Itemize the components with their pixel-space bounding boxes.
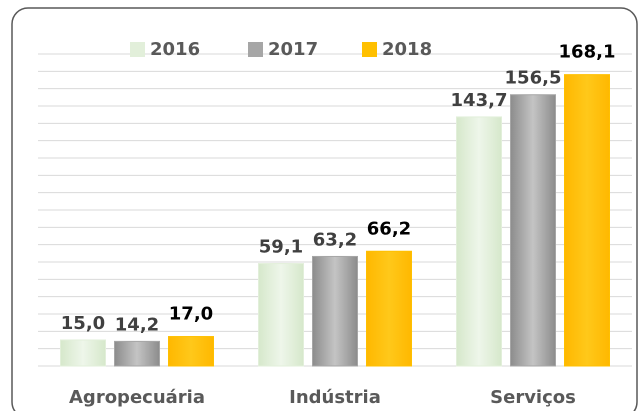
legend-swatch xyxy=(362,42,377,57)
legend-label: 2016 xyxy=(150,39,200,60)
bar xyxy=(366,250,412,367)
value-label: 63,2 xyxy=(313,229,357,250)
value-label: 168,1 xyxy=(559,42,616,63)
value-label: 14,2 xyxy=(115,314,159,335)
bar xyxy=(258,263,304,367)
bar xyxy=(564,74,610,367)
bar xyxy=(456,116,502,367)
value-label: 17,0 xyxy=(169,304,213,325)
x-tick-label: Serviços xyxy=(490,387,576,408)
x-tick-label: Indústria xyxy=(289,387,381,408)
value-label: 15,0 xyxy=(61,313,105,334)
x-tick-label: Agropecuária xyxy=(69,387,205,408)
bar xyxy=(312,255,358,367)
legend-swatch xyxy=(130,42,145,57)
value-label: 143,7 xyxy=(451,90,508,111)
bar xyxy=(510,94,556,367)
value-label: 66,2 xyxy=(367,218,411,239)
legend-label: 2017 xyxy=(268,39,318,60)
bar xyxy=(60,339,106,367)
value-label: 59,1 xyxy=(259,237,303,258)
bar xyxy=(114,340,160,367)
legend-label: 2018 xyxy=(382,39,432,60)
bar xyxy=(168,336,214,367)
value-label: 156,5 xyxy=(505,68,562,89)
legend-swatch xyxy=(248,42,263,57)
